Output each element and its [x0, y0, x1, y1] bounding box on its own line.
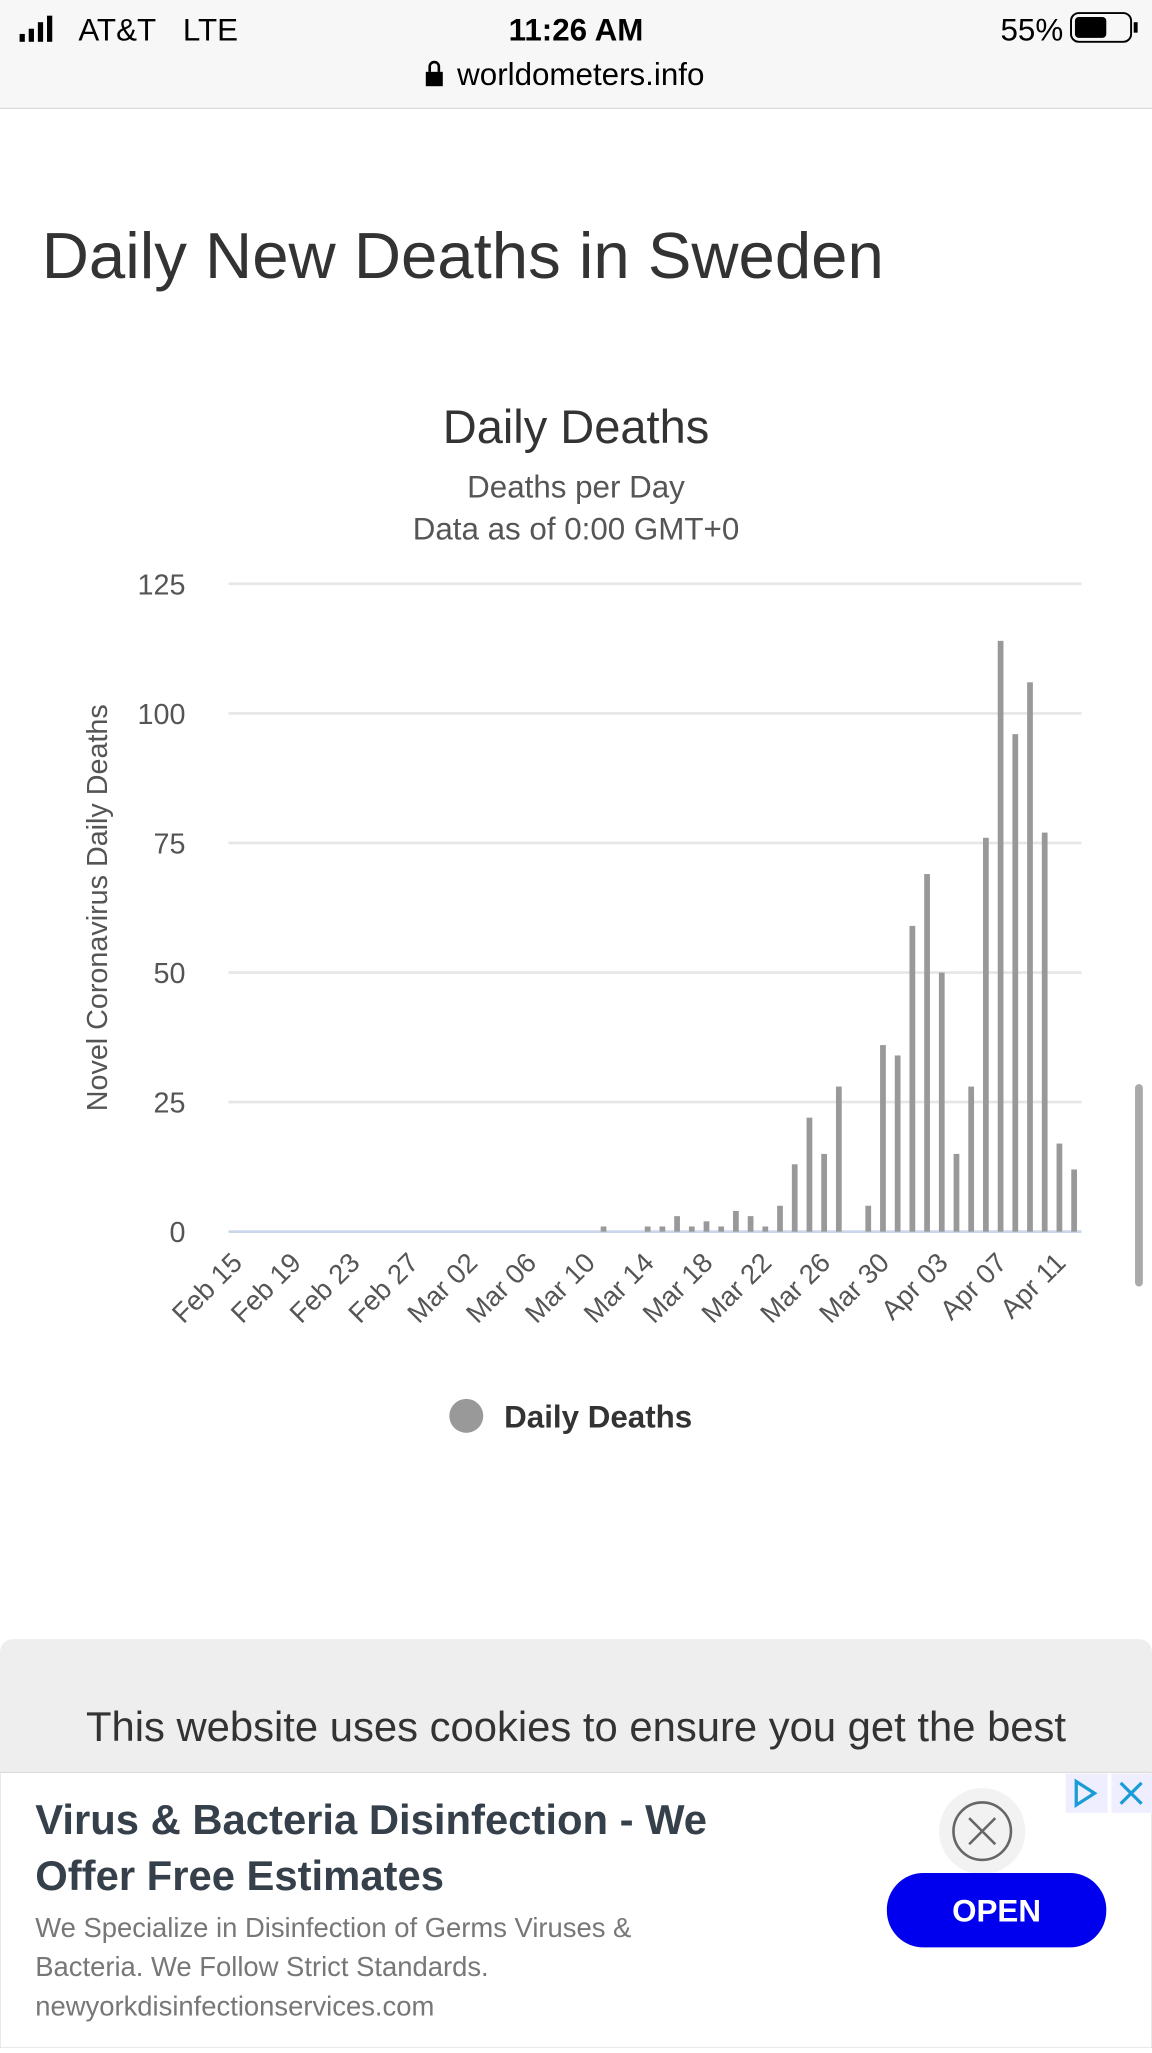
bar — [1027, 682, 1033, 1232]
signal-icon — [19, 15, 53, 42]
ad-body: We Specialize in Disinfection of Germs V… — [35, 1912, 631, 1943]
bar — [791, 1164, 798, 1232]
ad-open-button[interactable] — [886, 1872, 1107, 1948]
bar — [777, 1205, 783, 1232]
url[interactable]: worldometers.info — [456, 57, 704, 92]
bar — [688, 1226, 695, 1232]
y-tick-label: 50 — [154, 958, 186, 990]
bar — [733, 1210, 739, 1232]
bar — [835, 1086, 842, 1232]
ad-choices[interactable] — [1065, 1773, 1152, 1813]
x-tick-label: Apr 11 — [994, 1247, 1072, 1325]
browser-bar — [0, 0, 1152, 109]
bar — [703, 1221, 710, 1232]
carrier: AT&T — [78, 12, 156, 47]
lock-icon — [425, 60, 443, 87]
y-tick-label: 125 — [138, 569, 186, 601]
bar — [747, 1216, 754, 1232]
bar — [806, 1117, 813, 1232]
bar — [821, 1153, 828, 1232]
cookie-text: This website uses cookies to ensure you … — [86, 1703, 1066, 1750]
ad-close[interactable] — [939, 1788, 1026, 1875]
ad-body: Bacteria. We Follow Strict Standards. — [35, 1951, 488, 1982]
bar — [674, 1216, 680, 1232]
bar — [1071, 1169, 1077, 1232]
page-heading: Daily New Deaths in Sweden — [42, 219, 884, 292]
legend-symbol — [449, 1398, 484, 1433]
bar — [953, 1153, 960, 1232]
bar — [644, 1226, 651, 1232]
legend-label: Daily Deaths — [504, 1400, 692, 1435]
cookie-banner — [0, 1639, 1152, 1783]
ad-title[interactable]: Virus & Bacteria Disinfection - We — [35, 1796, 707, 1843]
bar — [938, 972, 945, 1232]
bar — [1041, 832, 1048, 1232]
bar — [718, 1226, 725, 1232]
bar — [762, 1226, 769, 1232]
bar — [894, 1055, 901, 1232]
bar — [1012, 734, 1019, 1232]
ad-domain: newyorkdisinfectionservices.com — [35, 1990, 434, 2021]
bar — [600, 1226, 607, 1232]
ad-open-label[interactable]: OPEN — [952, 1893, 1041, 1928]
bar — [659, 1226, 666, 1232]
bar — [909, 925, 916, 1232]
x-tick-label: Apr 07 — [934, 1247, 1013, 1326]
y-tick-label: 75 — [154, 828, 186, 860]
scrollbar — [1135, 1084, 1143, 1287]
battery-level: 55% — [1000, 12, 1063, 47]
y-tick-label: 25 — [154, 1088, 186, 1120]
bar — [997, 640, 1004, 1232]
chart-subtitle: Deaths per Day — [467, 470, 685, 505]
bar — [968, 1086, 975, 1232]
ad-title[interactable]: Offer Free Estimates — [35, 1852, 444, 1899]
y-tick-label: 100 — [138, 699, 186, 731]
bar — [880, 1045, 886, 1232]
network: LTE — [183, 12, 238, 47]
battery-icon — [1070, 12, 1138, 43]
bar — [1056, 1143, 1063, 1232]
clock: 11:26 AM — [509, 12, 644, 47]
chart-subtitle: Data as of 0:00 GMT+0 — [413, 511, 740, 546]
y-axis-title: Novel Coronavirus Daily Deaths — [82, 704, 114, 1111]
bar — [983, 837, 989, 1232]
y-tick-label: 0 — [169, 1217, 185, 1249]
bar — [924, 874, 930, 1232]
chart-title: Daily Deaths — [443, 400, 710, 453]
bar — [865, 1205, 872, 1232]
